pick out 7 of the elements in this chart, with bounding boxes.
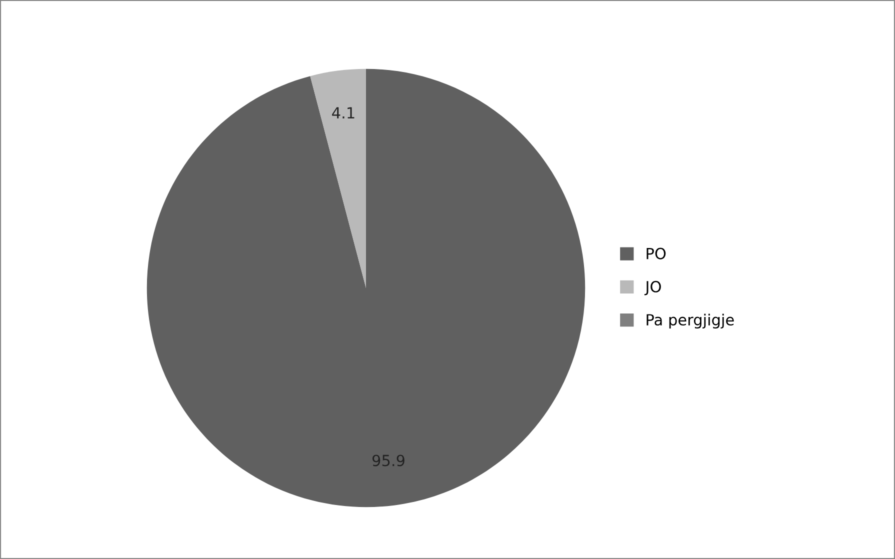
pie-slice xyxy=(310,68,366,288)
legend-label: Pa pergjigje xyxy=(646,314,734,329)
data-label: 95.9 xyxy=(372,454,404,466)
pie-slice xyxy=(146,68,586,508)
data-label: 4.1 xyxy=(332,107,354,118)
legend-label: JO xyxy=(644,280,661,296)
legend-label: PO xyxy=(646,248,666,260)
